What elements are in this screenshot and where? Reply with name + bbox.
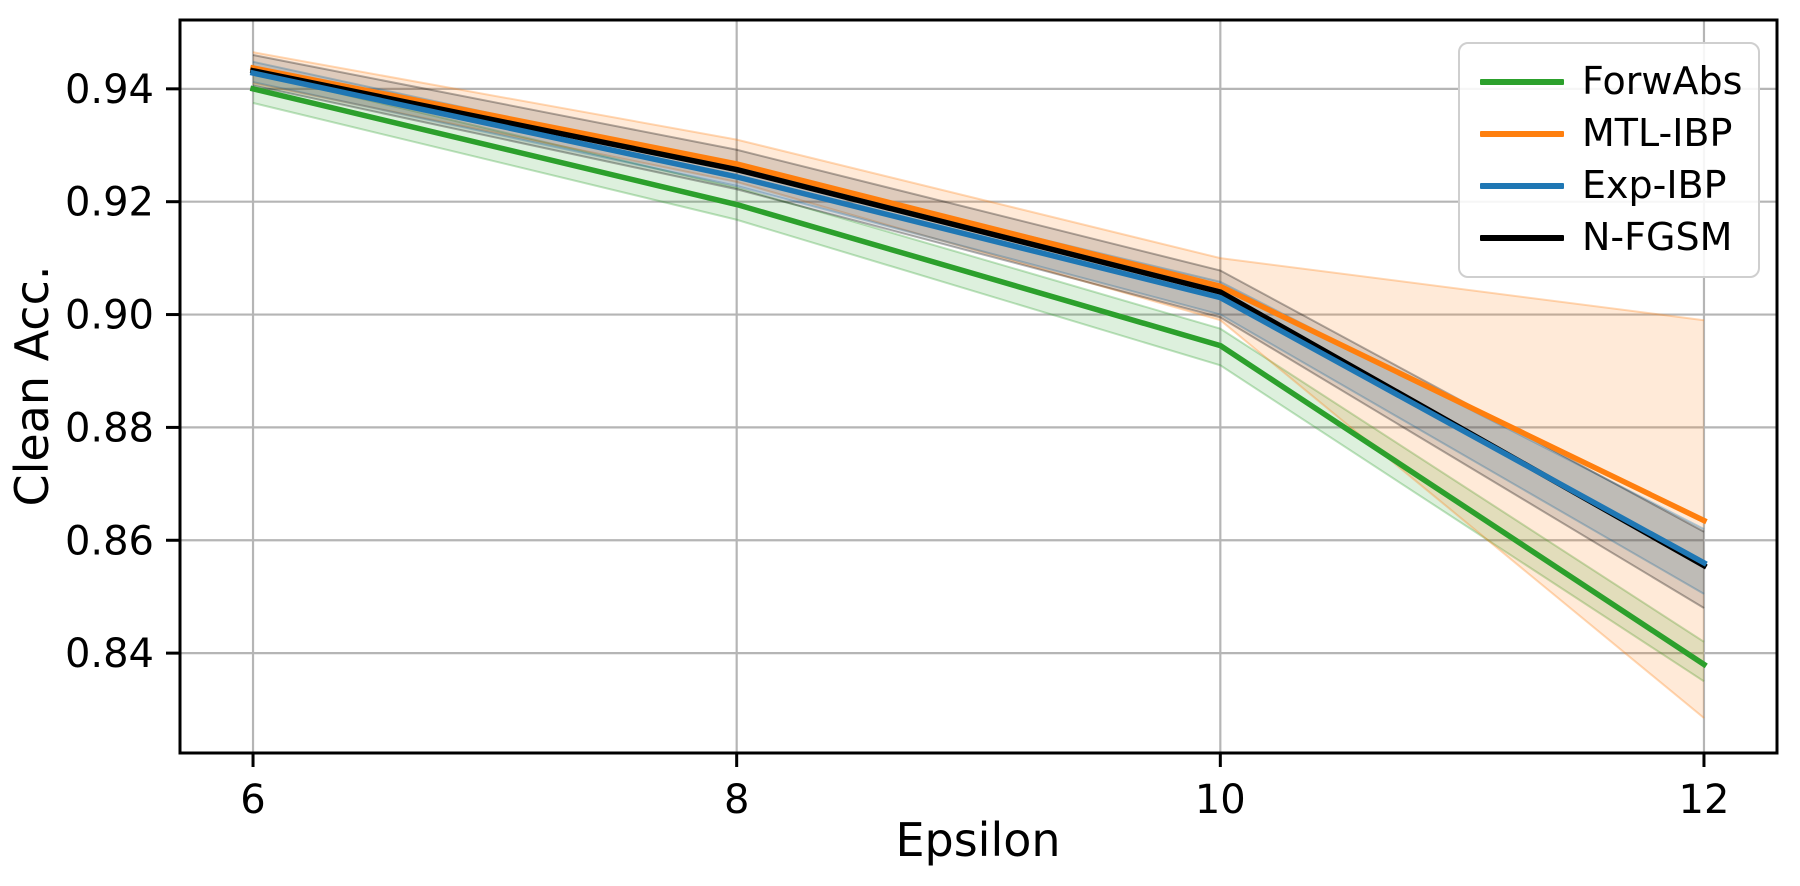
ytick-label-0.84: 0.84 [65,631,154,677]
band-MTL-IBP [253,52,1704,719]
series-line-MTL-IBP [249,64,1708,525]
axis-ticks [166,87,1706,767]
legend-label-mtl-ibp: MTL-IBP [1582,111,1733,156]
legend-swatch-exp-ibp-line [1480,182,1564,189]
ytick-label-0.90: 0.90 [65,293,154,339]
series-lines [249,64,1708,669]
plot-border [178,18,1779,755]
legend-label-exp-ibp: Exp-IBP [1582,163,1727,208]
series-line-ForwAbs [249,85,1708,669]
band-edge-high-MTL-IBP [252,51,1705,322]
legend: ForwAbs MTL-IBP Exp-IBP N-FGSM [1458,42,1760,278]
legend-item-forwabs: ForwAbs [1480,60,1742,103]
ytick-label-0.94: 0.94 [65,67,154,113]
legend-swatch-n-fgsm-line [1480,234,1564,241]
legend-label-forwabs: ForwAbs [1582,59,1743,104]
band-N-FGSM [253,54,1704,608]
band-edge-low-ForwAbs [252,101,1705,683]
ytick-label-0.92: 0.92 [65,180,154,226]
band-edge-high-ForwAbs [252,72,1705,643]
legend-swatch-mtl-ibp-line [1480,130,1564,137]
band-edge-low-N-FGSM [252,84,1705,609]
ytick-label-0.86: 0.86 [65,518,154,564]
legend-swatch-forwabs-line [1480,78,1564,85]
band-edge-low-Exp-IBP [252,81,1705,595]
tick-labels: 6 8 10 12 0.84 0.86 0.88 0.90 0.92 0.94 [65,67,1729,823]
confidence-bands [252,51,1705,719]
legend-item-exp-ibp: Exp-IBP [1480,163,1738,208]
ytick-label-0.88: 0.88 [65,405,154,451]
x-axis-label: Epsilon [895,813,1060,867]
xtick-label-8: 8 [724,777,749,823]
series-line-Exp-IBP [249,69,1708,567]
legend-label-n-fgsm: N-FGSM [1582,215,1733,260]
xtick-label-6: 6 [240,777,265,823]
xtick-label-10: 10 [1195,777,1246,823]
xtick-label-12: 12 [1679,777,1730,823]
band-ForwAbs [253,73,1704,682]
band-edge-low-MTL-IBP [252,82,1705,719]
y-axis-label: Clean Acc. [5,265,59,506]
legend-item-n-fgsm: N-FGSM [1480,215,1738,260]
legend-item-mtl-ibp: MTL-IBP [1480,111,1738,156]
